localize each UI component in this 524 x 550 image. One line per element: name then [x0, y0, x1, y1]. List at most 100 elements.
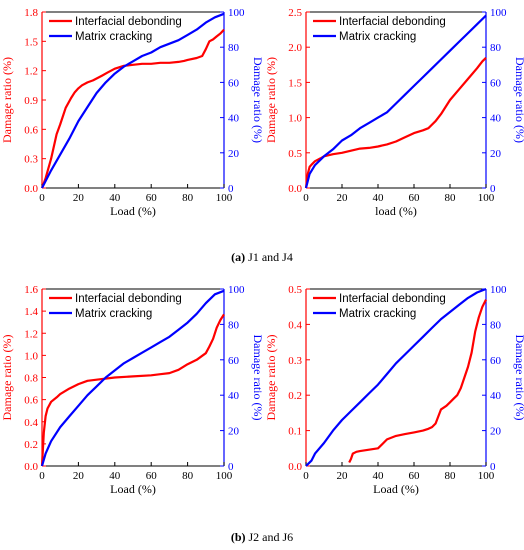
caption-b: (b) J2 and J6	[230, 530, 294, 544]
left-y-tick-label: 0.6	[24, 395, 38, 407]
right-y-tick-label: 100	[490, 7, 507, 19]
right-y-tick-label: 60	[490, 77, 502, 89]
right-y-tick-label: 60	[228, 77, 240, 89]
x-tick-label: 40	[109, 470, 121, 482]
left-y-tick-label: 0.4	[288, 319, 302, 331]
x-tick-label: 0	[39, 192, 45, 204]
left-y-tick-label: 1.5	[288, 77, 302, 89]
right-y-tick-label: 40	[490, 113, 502, 125]
right-y-tick-label: 40	[228, 113, 240, 125]
x-axis-label: load (%)	[375, 204, 417, 218]
legend-label: Matrix cracking	[75, 308, 152, 320]
right-y-tick-label: 20	[228, 148, 240, 160]
series-line-interfacial-debonding	[40, 313, 225, 467]
right-y-axis-label: Damage ratio (%)	[513, 57, 524, 143]
left-y-tick-label: 0.6	[24, 124, 38, 136]
legend-label: Interfacial debonding	[75, 293, 182, 305]
series-line-matrix-cracking	[305, 287, 487, 467]
legend-label: Interfacial debonding	[339, 16, 446, 28]
right-y-tick-label: 0	[228, 461, 234, 473]
right-y-tick-label: 0	[490, 183, 496, 195]
right-y-tick-label: 80	[228, 42, 240, 54]
x-tick-label: 60	[409, 470, 421, 482]
x-tick-label: 100	[216, 192, 233, 204]
caption-a: (a) J1 and J4	[231, 250, 293, 264]
series-line-matrix-cracking	[304, 14, 487, 189]
right-y-tick-label: 40	[228, 390, 240, 402]
chart-2: 0 20 40 60 80 100 0.0 0.5 1.0 1.5 2.0 2.5 0 20 40 60 80 1…	[264, 7, 524, 218]
left-y-tick-label: 1.2	[24, 66, 38, 78]
x-tick-label: 20	[337, 192, 349, 204]
series-line-interfacial-debonding	[304, 57, 487, 189]
left-y-tick-label: 0.5	[288, 148, 302, 160]
x-tick-label: 60	[146, 470, 158, 482]
x-tick-label: 100	[478, 192, 495, 204]
left-y-tick-label: 0.3	[288, 355, 302, 367]
x-tick-label: 20	[73, 192, 85, 204]
series-line-matrix-cracking	[40, 289, 225, 467]
x-tick-label: 80	[445, 192, 457, 204]
right-y-tick-label: 20	[490, 148, 502, 160]
left-y-tick-label: 0.2	[288, 390, 302, 402]
left-y-tick-label: 0.8	[24, 373, 38, 385]
x-tick-label: 40	[373, 192, 385, 204]
right-y-tick-label: 80	[228, 319, 240, 331]
left-y-axis-label: Damage ratio (%)	[0, 57, 14, 143]
right-y-tick-label: 20	[490, 426, 502, 438]
chart-3: 0 20 40 60 80 100 0.0 0.2 0.4 0.6 0.8 1.0 1.2 1.4 1.6 0…	[0, 284, 265, 496]
right-y-axis-label: Damage ratio (%)	[513, 335, 524, 421]
left-y-tick-label: 1.4	[24, 306, 38, 318]
x-tick-label: 40	[109, 192, 121, 204]
right-y-tick-label: 60	[490, 355, 502, 367]
legend-label: Matrix cracking	[75, 31, 152, 43]
left-y-tick-label: 2.5	[288, 7, 302, 19]
right-y-tick-label: 80	[490, 42, 502, 54]
right-y-tick-label: 100	[228, 7, 245, 19]
left-y-tick-label: 1.2	[24, 328, 38, 340]
left-y-tick-label: 0.5	[288, 284, 302, 296]
x-axis-label: Load (%)	[373, 482, 419, 496]
x-tick-label: 0	[303, 192, 309, 204]
x-tick-label: 80	[445, 470, 457, 482]
right-y-tick-label: 20	[228, 426, 240, 438]
x-tick-label: 80	[182, 192, 194, 204]
legend-label: Matrix cracking	[339, 31, 416, 43]
left-y-tick-label: 0.0	[288, 183, 302, 195]
legend-label: Interfacial debonding	[339, 293, 446, 305]
left-y-axis-label: Damage ratio (%)	[264, 57, 278, 143]
left-y-axis-label: Damage ratio (%)	[264, 335, 278, 421]
x-tick-label: 20	[337, 470, 349, 482]
left-y-tick-label: 1.5	[24, 36, 38, 48]
series-line-interfacial-debonding	[40, 28, 225, 189]
right-y-axis-label: Damage ratio (%)	[251, 57, 265, 143]
right-y-tick-label: 100	[490, 284, 507, 296]
left-y-tick-label: 0.0	[24, 183, 38, 195]
left-y-tick-label: 1.0	[24, 350, 38, 362]
x-axis-label: Load (%)	[110, 204, 156, 218]
right-y-axis-label: Damage ratio (%)	[251, 335, 265, 421]
right-y-tick-label: 0	[228, 183, 234, 195]
left-y-tick-label: 0.0	[24, 461, 38, 473]
left-y-tick-label: 0.9	[24, 95, 38, 107]
x-tick-label: 40	[373, 470, 385, 482]
x-tick-label: 60	[146, 192, 158, 204]
x-tick-label: 80	[182, 470, 194, 482]
right-y-tick-label: 100	[228, 284, 245, 296]
right-y-tick-label: 60	[228, 355, 240, 367]
x-tick-label: 20	[73, 470, 85, 482]
left-y-tick-label: 0.2	[24, 439, 38, 451]
left-y-tick-label: 1.6	[24, 284, 38, 296]
left-y-tick-label: 1.0	[288, 113, 302, 125]
x-axis-label: Load (%)	[110, 482, 156, 496]
series-line-matrix-cracking	[41, 12, 225, 189]
x-tick-label: 100	[478, 470, 495, 482]
legend-label: Matrix cracking	[339, 308, 416, 320]
left-y-tick-label: 0.4	[24, 417, 38, 429]
right-y-tick-label: 80	[490, 319, 502, 331]
left-y-tick-label: 0.1	[288, 426, 302, 438]
x-tick-label: 100	[216, 470, 233, 482]
right-y-tick-label: 0	[490, 461, 496, 473]
series-line-interfacial-debonding	[348, 299, 487, 463]
x-tick-label: 60	[409, 192, 421, 204]
